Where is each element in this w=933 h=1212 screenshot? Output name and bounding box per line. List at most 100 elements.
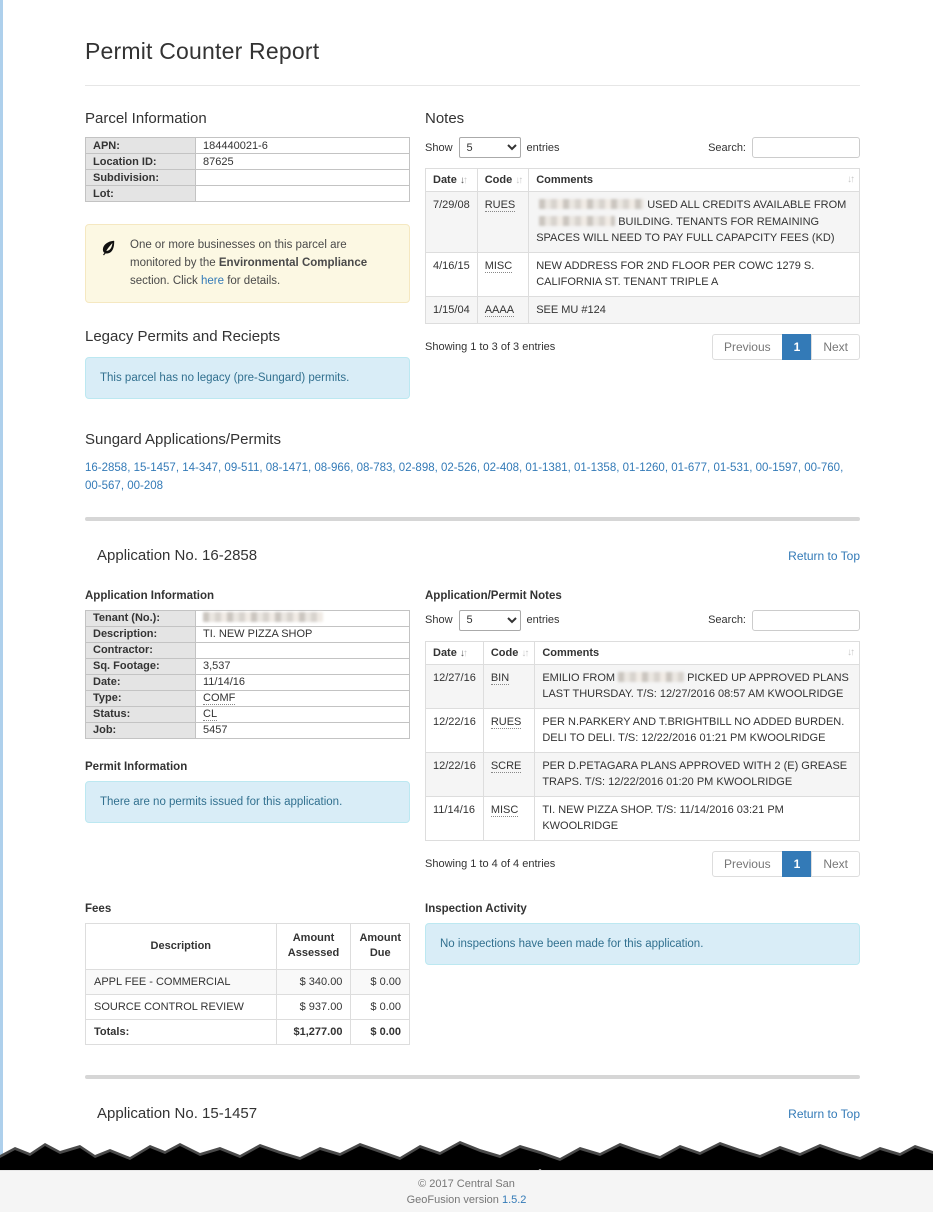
note-code-link[interactable]: SCRE — [490, 759, 522, 773]
table-row: Location ID: 87625 — [85, 153, 410, 170]
notice-text-1: One or more businesses on this parcel ar… — [130, 239, 347, 269]
permit-information-heading: Permit Information — [85, 760, 188, 773]
application-link[interactable]: 02-526 — [441, 462, 483, 474]
page-left-accent-border — [0, 0, 3, 1212]
page-1-button[interactable]: 1 — [781, 850, 813, 877]
app-label-sq-footage: Sq. Footage: — [85, 657, 196, 675]
notes-col-date[interactable]: Date ↓↑ — [425, 168, 478, 192]
application-link[interactable]: 01-1381 — [525, 462, 574, 474]
application-information-table: Tenant (No.): Description: TI. NEW PIZZA… — [85, 609, 410, 739]
parcel-value-lot — [195, 185, 410, 202]
sort-icon: ↓↑ — [515, 175, 523, 186]
notice-text-2: section. Click — [130, 274, 198, 287]
app-notes-col-code[interactable]: Code ↓↑ — [483, 641, 536, 665]
search-label: Search: — [708, 141, 746, 154]
application-link[interactable]: 16-2858 — [85, 462, 134, 474]
application-link[interactable]: 02-408 — [483, 462, 525, 474]
table-row: Contractor: — [85, 641, 410, 659]
app-notes-show-entries-select[interactable]: 5 — [458, 609, 521, 631]
app-notes-col-date[interactable]: Date ↓↑ — [425, 641, 484, 665]
notes-table: Date ↓↑ Code ↓↑ Comments ↓↑ 7/29/08 RUES US… — [425, 168, 860, 324]
note-date: 12/27/16 — [425, 663, 484, 709]
application-link[interactable]: 14-347 — [182, 462, 224, 474]
table-row: Lot: — [85, 185, 410, 202]
application-link[interactable]: 09-511 — [224, 462, 265, 474]
previous-page-button[interactable]: Previous — [711, 334, 783, 360]
application-link[interactable]: 15-1457 — [134, 462, 183, 474]
app-value-tenant — [195, 609, 410, 627]
app-value-status[interactable]: CL — [203, 708, 218, 722]
environmental-details-link[interactable]: here — [200, 274, 224, 287]
note-code-link[interactable]: RUES — [490, 715, 522, 729]
redacted-text — [203, 612, 323, 623]
note-code-link[interactable]: MISC — [484, 259, 513, 273]
fee-due: $ 0.00 — [350, 968, 410, 995]
application-permit-notes-table: Date ↓↑ Code ↓↑ Comments ↓↑ 12/27/16 BIN EM… — [425, 640, 860, 841]
table-row: 12/22/16 RUES PER N.PARKERY AND T.BRIGHT… — [425, 707, 860, 753]
table-row: SOURCE CONTROL REVIEW $ 937.00 $ 0.00 — [85, 993, 410, 1020]
parcel-label-lot: Lot: — [85, 185, 196, 202]
notes-col-comments[interactable]: Comments ↓↑ — [528, 168, 860, 192]
next-page-button[interactable]: Next — [811, 334, 860, 360]
app-value-type[interactable]: COMF — [203, 692, 236, 706]
application-link[interactable]: 08-1471 — [266, 462, 315, 474]
return-to-top-link[interactable]: Return to Top — [788, 1106, 860, 1121]
section-divider — [85, 1074, 860, 1079]
inspection-activity-heading: Inspection Activity — [425, 902, 527, 915]
app-notes-col-comments[interactable]: Comments ↓↑ — [534, 641, 860, 665]
next-page-button[interactable]: Next — [811, 850, 860, 877]
entries-label: entries — [526, 614, 560, 627]
fees-col-due: Amount Due — [350, 922, 410, 970]
application-link[interactable]: 00-567 — [85, 480, 127, 492]
table-row: 1/15/04 AAAA SEE MU #124 — [425, 295, 860, 324]
note-code-link[interactable]: AAAA — [484, 303, 515, 317]
application-link[interactable]: 08-783 — [357, 462, 399, 474]
show-label: Show — [425, 614, 453, 627]
table-row: 12/27/16 BIN EMILIO FROM PICKED UP APPROV… — [425, 663, 860, 709]
note-comment: EMILIO FROM PICKED UP APPROVED PLANS LAST… — [534, 663, 860, 709]
app-label-job: Job: — [85, 721, 196, 739]
return-to-top-link[interactable]: Return to Top — [788, 548, 860, 563]
sort-icon: ↓↑ — [847, 174, 855, 185]
table-row: Status: CL — [85, 705, 410, 723]
fees-totals-assessed: $1,277.00 — [275, 1018, 352, 1045]
notes-search-input[interactable] — [752, 137, 860, 158]
fee-assessed: $ 340.00 — [275, 968, 352, 995]
environmental-compliance-notice: One or more businesses on this parcel ar… — [85, 224, 410, 304]
app-value-description: TI. NEW PIZZA SHOP — [195, 625, 410, 643]
app-notes-search-input[interactable] — [752, 609, 860, 631]
note-code-link[interactable]: RUES — [484, 199, 516, 212]
leaf-icon — [100, 237, 118, 290]
sungard-links: 16-285815-145714-34709-51108-147108-9660… — [85, 460, 860, 495]
application-link[interactable]: 00-760 — [804, 462, 843, 474]
legacy-permits-heading: Legacy Permits and Reciepts — [85, 328, 281, 346]
application-link[interactable]: 01-677 — [671, 462, 713, 474]
note-date: 1/15/04 — [425, 295, 478, 324]
application-link[interactable]: 01-1260 — [623, 462, 672, 474]
notes-show-entries-select[interactable]: 5 — [458, 137, 521, 158]
page-1-button[interactable]: 1 — [781, 334, 813, 360]
application-link[interactable]: 00-1597 — [756, 462, 805, 474]
application-link[interactable]: 01-1358 — [574, 462, 623, 474]
application-2-heading: Application No. 15-1457 — [97, 1104, 258, 1122]
application-link[interactable]: 01-531 — [713, 462, 755, 474]
table-row: Date: 11/14/16 — [85, 673, 410, 691]
application-link[interactable]: 00-208 — [127, 479, 164, 492]
note-code-link[interactable]: BIN — [490, 671, 510, 685]
sort-icon: ↓↑ — [521, 647, 529, 659]
app-value-date: 11/14/16 — [195, 673, 410, 691]
table-row: Tenant (No.): — [85, 609, 410, 627]
application-link[interactable]: 08-966 — [314, 462, 356, 474]
application-link[interactable]: 02-898 — [399, 462, 441, 474]
page-title: Permit Counter Report — [85, 38, 320, 64]
app-label-contractor: Contractor: — [85, 641, 196, 659]
previous-page-button[interactable]: Previous — [711, 850, 783, 877]
note-code-link[interactable]: MISC — [490, 803, 519, 817]
fee-due: $ 0.00 — [350, 993, 410, 1020]
version-link[interactable]: 1.5.2 — [501, 1193, 527, 1206]
parcel-value-subdivision — [195, 169, 410, 186]
note-comment: PER N.PARKERY AND T.BRIGHTBILL NO ADDED … — [534, 707, 860, 753]
notes-col-code[interactable]: Code ↓↑ — [477, 168, 530, 192]
note-comment: NEW ADDRESS FOR 2ND FLOOR PER COWC 1279 … — [528, 251, 860, 296]
